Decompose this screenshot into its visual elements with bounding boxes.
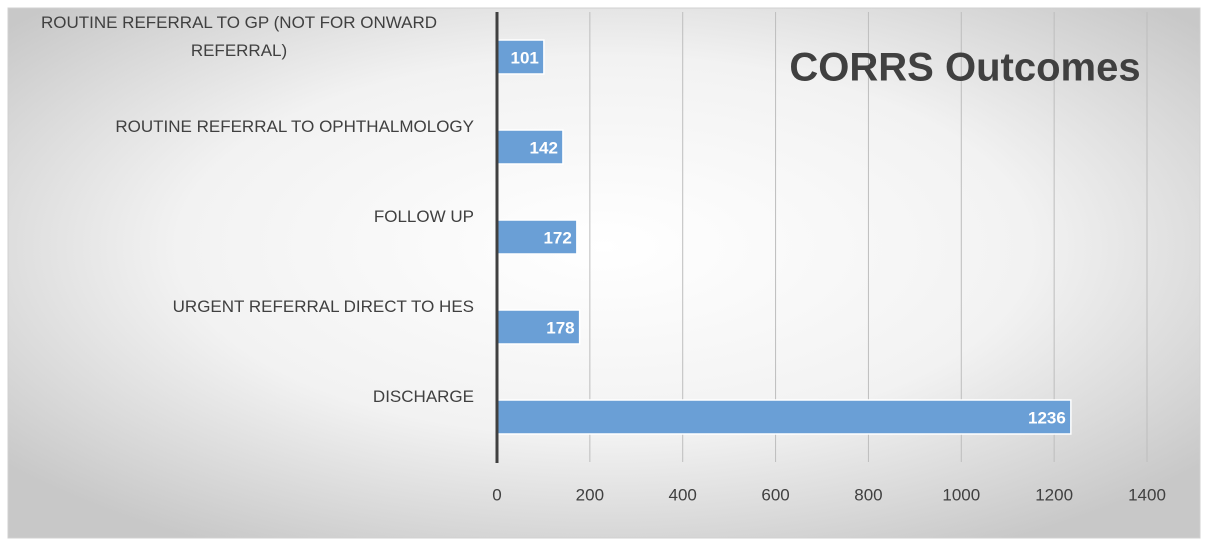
bar xyxy=(496,39,545,75)
category-label-box: FOLLOW UP xyxy=(374,203,474,231)
data-label: 101 xyxy=(511,48,539,67)
y-tick-label: FOLLOW UP xyxy=(373,207,474,226)
bar xyxy=(496,309,581,345)
x-tick-label: 1000 xyxy=(942,485,980,504)
category-label-box: ROUTINE REFERRAL TO OPHTHALMOLOGY xyxy=(115,113,474,141)
x-tick-label: 1400 xyxy=(1128,485,1166,504)
x-tick-label: 800 xyxy=(854,485,882,504)
bar xyxy=(496,129,564,165)
x-tick-label: 0 xyxy=(492,485,501,504)
data-label: 172 xyxy=(543,228,571,247)
x-tick-label: 400 xyxy=(669,485,697,504)
y-tick-label: ROUTINE REFERRAL TO OPHTHALMOLOGY xyxy=(115,117,474,136)
y-tick-label: URGENT REFERRAL DIRECT TO HES xyxy=(172,297,474,316)
x-tick-label: 600 xyxy=(761,485,789,504)
category-label-box: ROUTINE REFERRAL TO GP (NOT FOR ONWARD R… xyxy=(4,9,474,65)
data-label: 178 xyxy=(546,318,574,337)
category-label-box: DISCHARGE xyxy=(373,383,474,411)
chart-background xyxy=(7,7,1201,539)
data-label: 1236 xyxy=(1028,408,1066,427)
category-label-box: URGENT REFERRAL DIRECT TO HES xyxy=(173,293,474,321)
x-tick-label: 1200 xyxy=(1035,485,1073,504)
data-label: 142 xyxy=(530,138,558,157)
x-tick-label: 200 xyxy=(576,485,604,504)
y-tick-label: DISCHARGE xyxy=(372,387,474,406)
bar xyxy=(496,399,1072,435)
y-tick-label: ROUTINE REFERRAL TO GP (NOT FOR ONWARD R… xyxy=(40,13,438,60)
chart-title: CORRS Outcomes xyxy=(789,46,1140,90)
bar xyxy=(496,219,578,255)
